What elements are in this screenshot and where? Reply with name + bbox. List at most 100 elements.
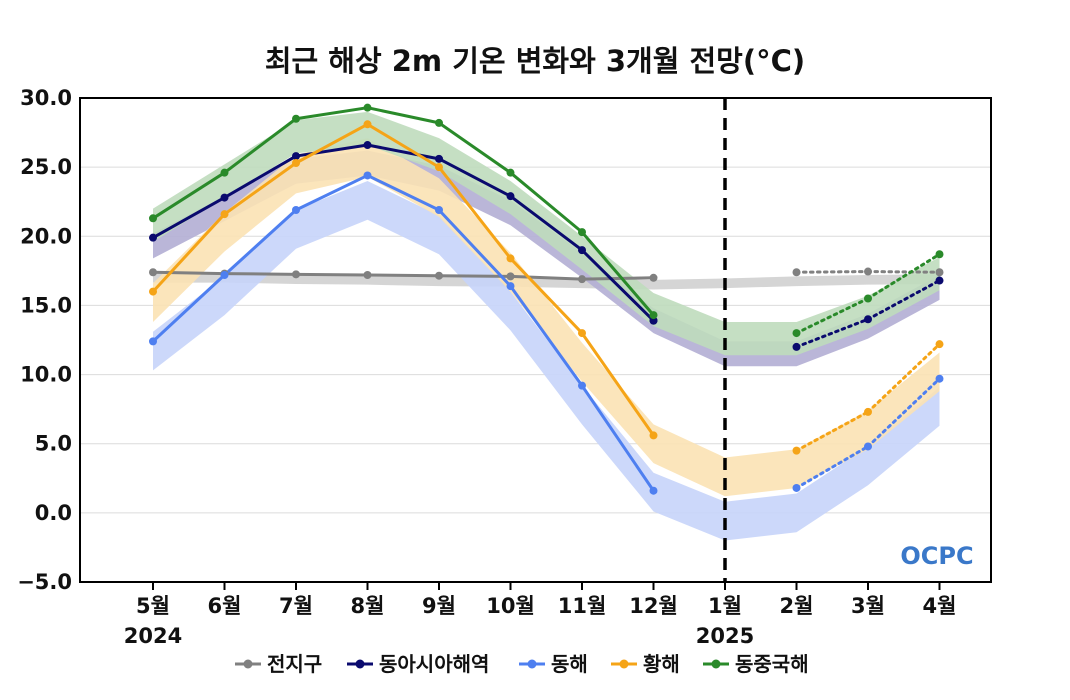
legend: 전지구 동아시아해역 동해 황해 동중국해 xyxy=(235,652,809,676)
observed-point-황해 xyxy=(506,254,515,263)
forecast-point-동아시아해역 xyxy=(935,276,944,285)
normal-band-황해 xyxy=(153,138,940,497)
series-lines xyxy=(151,106,941,492)
legend-item-동중국해: 동중국해 xyxy=(703,652,809,676)
normal-range-bands xyxy=(153,111,940,541)
legend-item-동아시아해역: 동아시아해역 xyxy=(347,652,489,676)
observed-point-동중국해 xyxy=(363,103,372,112)
forecast-point-황해 xyxy=(935,340,944,349)
observed-point-전지구 xyxy=(506,272,515,281)
x-tick-label: 4월 xyxy=(923,594,957,618)
forecast-point-전지구 xyxy=(935,268,944,277)
chart-title: 최근 해상 2m 기온 변화와 3개월 전망(°C) xyxy=(265,44,805,78)
legend-swatch-marker xyxy=(527,659,537,669)
observed-point-동해 xyxy=(578,381,586,390)
forecast-point-전지구 xyxy=(864,267,872,276)
forecast-line-황해 xyxy=(795,410,870,453)
forecast-point-동중국해 xyxy=(792,329,801,338)
forecast-line-전지구 xyxy=(795,270,870,274)
observed-point-동중국해 xyxy=(649,311,658,320)
x-tick-label: 10월 xyxy=(486,594,535,618)
forecast-line-동아시아해역 xyxy=(795,317,870,349)
observed-point-전지구 xyxy=(649,273,658,282)
ocpc-logo: OCPC xyxy=(900,542,973,570)
observed-point-황해 xyxy=(435,163,443,172)
y-tick-label: −5.0 xyxy=(17,570,72,594)
x-tick-label: 6월 xyxy=(208,594,242,618)
y-tick-label: 0.0 xyxy=(35,501,72,525)
year-label: 2025 xyxy=(696,624,754,648)
forecast-line-황해 xyxy=(866,342,941,414)
year-label: 2024 xyxy=(124,624,182,648)
forecast-point-동중국해 xyxy=(864,294,872,303)
legend-label: 전지구 xyxy=(267,652,322,676)
observed-point-동중국해 xyxy=(292,114,300,123)
y-tick-label: 30.0 xyxy=(20,86,72,110)
forecast-line-동중국해 xyxy=(795,297,870,335)
x-tick-label: 2월 xyxy=(780,594,814,618)
observed-point-동해 xyxy=(649,486,658,495)
observed-point-전지구 xyxy=(435,271,443,280)
observed-point-동해 xyxy=(435,206,443,215)
observed-point-동아시아해역 xyxy=(220,193,229,202)
legend-label: 동아시아해역 xyxy=(379,652,489,676)
observed-point-동아시아해역 xyxy=(292,152,300,161)
forecast-point-황해 xyxy=(792,446,801,455)
observed-line-동중국해 xyxy=(152,106,655,317)
forecast-point-동아시아해역 xyxy=(792,342,801,351)
observed-point-황해 xyxy=(292,158,300,167)
observed-point-동해 xyxy=(292,206,300,215)
observed-point-동중국해 xyxy=(578,228,586,237)
observed-point-동중국해 xyxy=(506,168,515,177)
observed-point-동해 xyxy=(506,282,515,291)
observed-point-동아시아해역 xyxy=(363,141,372,150)
observed-line-전지구 xyxy=(152,270,654,281)
forecast-point-동해 xyxy=(864,442,872,451)
forecast-point-동아시아해역 xyxy=(864,315,872,324)
forecast-line-전지구 xyxy=(866,270,941,274)
observed-point-전지구 xyxy=(292,270,300,279)
forecast-point-동해 xyxy=(935,374,944,383)
legend-swatch-marker xyxy=(619,659,629,669)
observed-point-황해 xyxy=(363,120,372,129)
forecast-point-동해 xyxy=(792,483,801,492)
observed-line-동해 xyxy=(151,173,655,492)
observed-point-동아시아해역 xyxy=(578,246,586,255)
observed-point-동아시아해역 xyxy=(506,192,515,201)
y-tick-label: 10.0 xyxy=(20,363,72,387)
observed-point-동중국해 xyxy=(435,118,443,127)
y-tick-label: 15.0 xyxy=(20,293,72,317)
observed-point-황해 xyxy=(578,329,586,338)
normal-band-동해 xyxy=(153,180,940,541)
forecast-line-동중국해 xyxy=(866,252,941,301)
observed-point-전지구 xyxy=(578,275,586,284)
legend-item-황해: 황해 xyxy=(611,652,680,676)
legend-swatch-marker xyxy=(711,659,721,669)
series-points xyxy=(149,103,944,495)
forecast-line-동해 xyxy=(795,444,870,490)
observed-point-동중국해 xyxy=(220,168,229,177)
x-tick-label: 11월 xyxy=(558,594,607,618)
observed-point-황해 xyxy=(220,210,229,219)
normal-band-동중국해 xyxy=(153,111,940,356)
forecast-point-황해 xyxy=(864,407,872,416)
x-tick-label: 5월 xyxy=(136,594,170,618)
y-tick-label: 25.0 xyxy=(20,155,72,179)
observed-point-황해 xyxy=(649,431,658,440)
legend-item-동해: 동해 xyxy=(519,652,588,676)
x-tick-label: 12월 xyxy=(629,594,678,618)
observed-point-동해 xyxy=(220,271,229,280)
observed-point-동중국해 xyxy=(149,214,157,223)
legend-swatch-marker xyxy=(355,659,365,669)
legend-swatch-marker xyxy=(243,659,253,669)
normal-band-전지구 xyxy=(153,272,940,290)
legend-label: 동해 xyxy=(551,652,588,676)
legend-label: 황해 xyxy=(643,652,680,676)
y-tick-label: 5.0 xyxy=(35,432,72,456)
observed-point-황해 xyxy=(149,287,157,296)
axes: 30.0 25.0 20.0 15.0 10.0 5.0 0.0 −5.0 5월 6월 7월 8월 9월… xyxy=(17,86,992,648)
x-tick-label: 3월 xyxy=(851,594,885,618)
plot-frame xyxy=(79,97,992,583)
